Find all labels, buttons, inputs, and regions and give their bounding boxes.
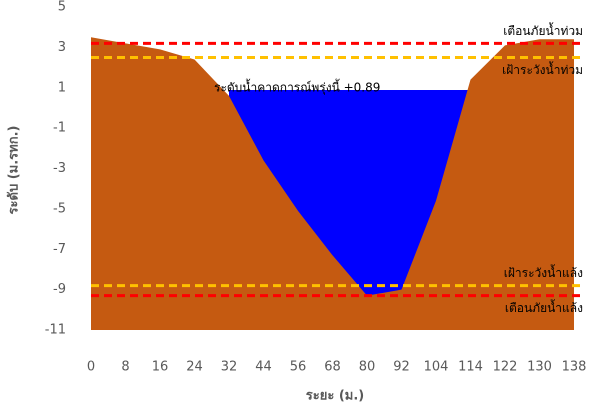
x-tick-label: 24 bbox=[186, 360, 203, 375]
y-axis-title: ระดับ (ม.รทก.) bbox=[7, 126, 22, 215]
x-tick-label: 104 bbox=[424, 360, 449, 375]
x-axis-title: ระยะ (ม.) bbox=[306, 389, 364, 404]
reference-label: เฝ้าระวังน้ำแล้ง bbox=[504, 264, 583, 280]
x-tick-label: 114 bbox=[458, 360, 483, 375]
y-tick-label: -11 bbox=[45, 323, 66, 338]
y-tick-label: -1 bbox=[53, 121, 66, 136]
x-tick-label: 92 bbox=[393, 360, 410, 375]
x-tick-label: 130 bbox=[527, 360, 552, 375]
reference-label: เฝ้าระวังน้ำท่วม bbox=[502, 61, 583, 77]
x-tick-label: 0 bbox=[87, 360, 95, 375]
y-tick-label: 1 bbox=[58, 80, 66, 95]
x-tick-label: 16 bbox=[152, 360, 169, 375]
reference-label: เตือนภัยน้ำท่วม bbox=[503, 22, 583, 38]
y-tick-label: -5 bbox=[53, 201, 66, 216]
reference-label: เตือนภัยน้ำแล้ง bbox=[505, 299, 583, 315]
x-tick-label: 138 bbox=[562, 360, 587, 375]
x-tick-label: 56 bbox=[290, 360, 307, 375]
x-tick-label: 68 bbox=[324, 360, 341, 375]
x-tick-label: 122 bbox=[493, 360, 518, 375]
y-tick-label: -3 bbox=[53, 161, 66, 176]
y-tick-label: 5 bbox=[58, 0, 66, 15]
x-tick-label: 44 bbox=[255, 360, 272, 375]
y-tick-label: 3 bbox=[58, 40, 66, 55]
x-tick-label: 32 bbox=[221, 360, 238, 375]
y-tick-label: -7 bbox=[53, 242, 66, 257]
annotation: ระดับน้ำคาดการณ์พรุ่งนี้ +0.89 bbox=[214, 78, 380, 95]
area bbox=[91, 37, 574, 330]
x-tick-label: 8 bbox=[121, 360, 129, 375]
x-tick-label: 80 bbox=[359, 360, 376, 375]
y-tick-label: -9 bbox=[53, 282, 66, 297]
